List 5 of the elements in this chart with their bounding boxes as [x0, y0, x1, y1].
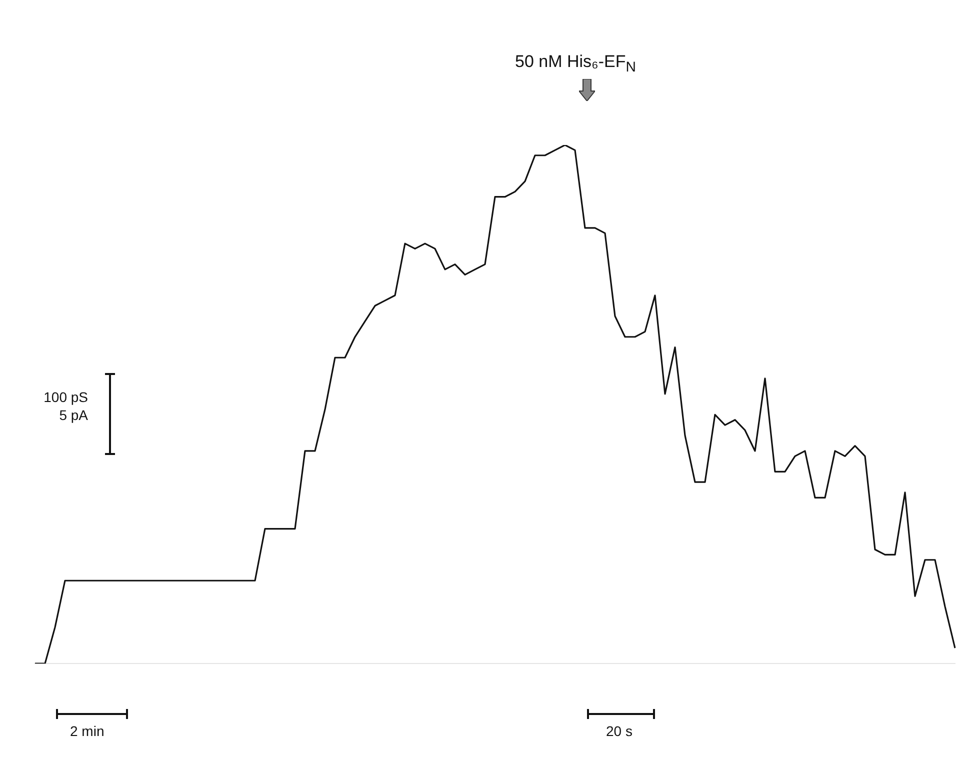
text: 50 nM His₆-EF$_{N}$ [515, 52, 636, 76]
text: 2 min [70, 723, 104, 739]
annotation: 100 pS [42, 389, 88, 405]
text: 20 s [606, 723, 632, 739]
annotation: 5 pA [58, 407, 88, 423]
